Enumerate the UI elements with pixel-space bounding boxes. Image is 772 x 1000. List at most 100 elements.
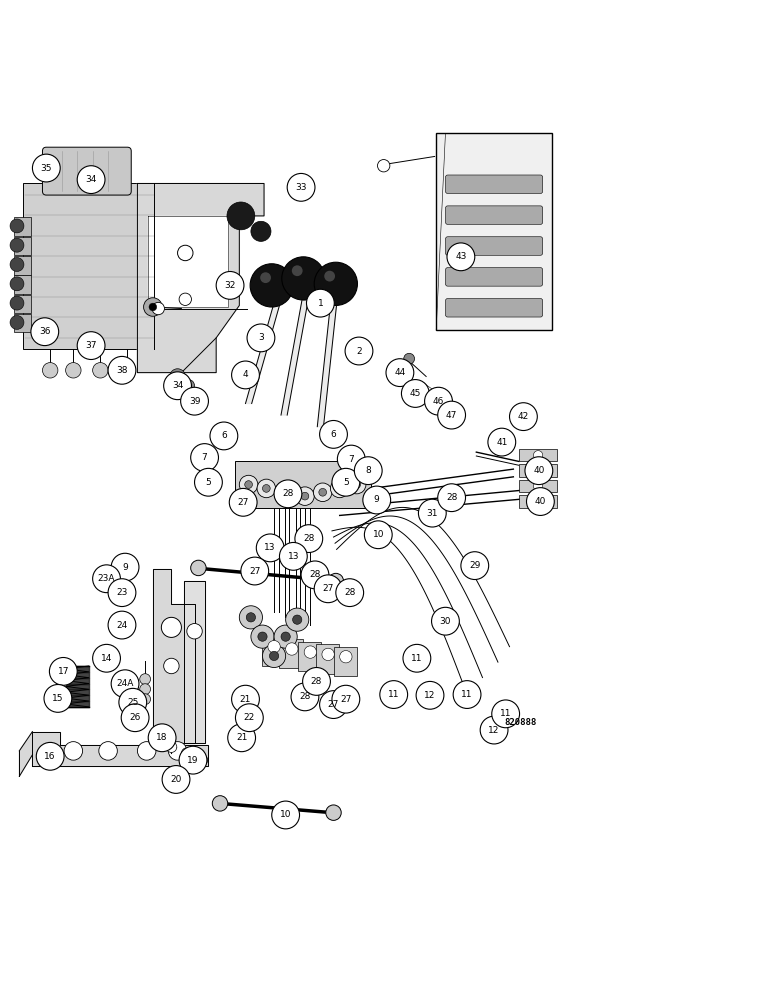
- Circle shape: [461, 552, 489, 580]
- Circle shape: [32, 154, 60, 182]
- Text: 9: 9: [122, 563, 128, 572]
- Text: 25: 25: [127, 698, 138, 707]
- Circle shape: [121, 704, 149, 732]
- FancyBboxPatch shape: [445, 299, 543, 317]
- Bar: [14, 217, 31, 236]
- FancyBboxPatch shape: [445, 268, 543, 286]
- Circle shape: [287, 173, 315, 201]
- Circle shape: [378, 160, 390, 172]
- Text: 32: 32: [225, 281, 235, 290]
- Circle shape: [164, 658, 179, 674]
- Circle shape: [191, 444, 218, 471]
- Circle shape: [195, 389, 204, 398]
- Bar: [519, 464, 557, 477]
- Text: 11: 11: [388, 690, 399, 699]
- Circle shape: [137, 742, 156, 760]
- Circle shape: [533, 481, 543, 491]
- Circle shape: [241, 557, 269, 585]
- Circle shape: [10, 219, 24, 233]
- Text: 1: 1: [317, 299, 323, 308]
- Text: 35: 35: [41, 164, 52, 173]
- Bar: [23, 183, 158, 349]
- Text: 12: 12: [489, 726, 499, 735]
- Circle shape: [281, 632, 290, 641]
- Text: 28: 28: [303, 534, 314, 543]
- Polygon shape: [19, 732, 32, 776]
- Bar: [519, 495, 557, 508]
- Text: 13: 13: [288, 552, 299, 561]
- Circle shape: [179, 746, 207, 774]
- Circle shape: [164, 372, 191, 400]
- Text: 28: 28: [310, 570, 320, 579]
- Polygon shape: [245, 305, 279, 403]
- Text: 10: 10: [280, 810, 291, 819]
- Circle shape: [212, 796, 228, 811]
- Circle shape: [306, 289, 334, 317]
- Circle shape: [247, 324, 275, 352]
- Bar: [14, 314, 31, 332]
- Circle shape: [108, 579, 136, 607]
- Circle shape: [345, 337, 373, 365]
- Circle shape: [258, 632, 267, 641]
- Polygon shape: [184, 581, 205, 743]
- Bar: [14, 295, 31, 313]
- Text: 23A: 23A: [98, 574, 115, 583]
- Circle shape: [257, 479, 276, 498]
- Circle shape: [179, 293, 191, 305]
- Circle shape: [510, 403, 537, 431]
- Circle shape: [108, 356, 136, 384]
- Text: 28: 28: [283, 489, 293, 498]
- Text: 19: 19: [188, 756, 198, 765]
- Text: 17: 17: [58, 667, 69, 676]
- Bar: [298, 642, 321, 671]
- Circle shape: [435, 388, 445, 399]
- Circle shape: [282, 257, 325, 300]
- Text: 27: 27: [340, 695, 351, 704]
- Circle shape: [364, 521, 392, 549]
- Text: 10: 10: [373, 530, 384, 539]
- Text: 6: 6: [330, 430, 337, 439]
- Circle shape: [280, 488, 288, 496]
- Bar: [316, 644, 339, 674]
- Circle shape: [292, 265, 303, 276]
- Bar: [14, 256, 31, 275]
- Circle shape: [332, 685, 360, 713]
- Circle shape: [197, 755, 208, 766]
- Text: 820888: 820888: [504, 718, 537, 727]
- Circle shape: [438, 401, 466, 429]
- Circle shape: [488, 428, 516, 456]
- Circle shape: [386, 359, 414, 387]
- Circle shape: [120, 363, 135, 378]
- Circle shape: [232, 685, 259, 713]
- Circle shape: [44, 685, 72, 712]
- Circle shape: [279, 542, 307, 570]
- Text: 4: 4: [242, 370, 249, 379]
- Circle shape: [330, 479, 349, 498]
- Text: 29: 29: [469, 561, 480, 570]
- Circle shape: [256, 534, 284, 562]
- Circle shape: [229, 488, 257, 516]
- Text: 2: 2: [356, 347, 362, 356]
- Polygon shape: [66, 689, 89, 695]
- Circle shape: [170, 369, 185, 384]
- Text: 27: 27: [238, 498, 249, 507]
- Circle shape: [148, 724, 176, 752]
- Text: 46: 46: [433, 397, 444, 406]
- Text: 39: 39: [189, 397, 200, 406]
- FancyBboxPatch shape: [42, 147, 131, 195]
- Text: 24A: 24A: [117, 679, 134, 688]
- Text: 42: 42: [518, 412, 529, 421]
- Circle shape: [10, 238, 24, 252]
- Circle shape: [246, 613, 256, 622]
- Text: 23: 23: [117, 588, 127, 597]
- Text: 5: 5: [343, 478, 349, 487]
- Text: 18: 18: [157, 733, 168, 742]
- Polygon shape: [66, 684, 89, 689]
- Circle shape: [10, 296, 24, 310]
- Text: 43: 43: [455, 252, 466, 261]
- Circle shape: [453, 681, 481, 708]
- Circle shape: [418, 499, 446, 527]
- Circle shape: [533, 451, 543, 460]
- Circle shape: [332, 468, 360, 496]
- Circle shape: [31, 318, 59, 346]
